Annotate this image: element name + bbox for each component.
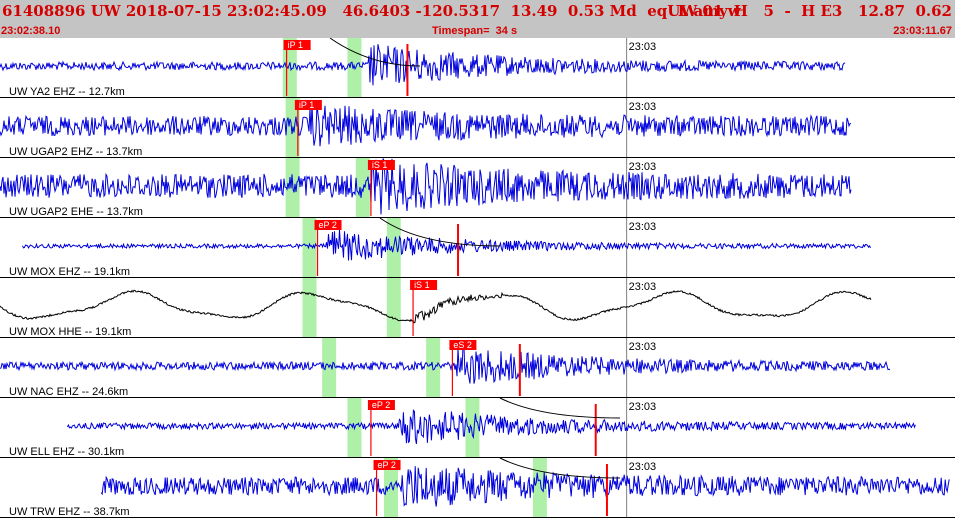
analysis-window-band <box>355 158 370 218</box>
phase-pick-box[interactable] <box>410 280 438 290</box>
phase-pick-box[interactable] <box>449 340 477 350</box>
trace-panel[interactable]: 23:03 iS 1 UW UGAP2 EHE -- 13.7km <box>0 158 955 218</box>
trace-panel[interactable]: 23:03 eP 2 UW ELL EHZ -- 30.1km <box>0 398 955 458</box>
phase-pick-box[interactable] <box>367 400 395 410</box>
waveform-trace <box>100 466 950 507</box>
phase-pick-box[interactable] <box>283 40 311 50</box>
station-label: UW MOX EHZ -- 19.1km <box>9 266 130 278</box>
minute-tick-label: 23:03 <box>629 341 657 353</box>
seismogram-panel[interactable]: 23:03 iP 1 UW YA2 EHZ -- 12.7km 23:03 iP 1 UW… <box>0 38 955 520</box>
trace-panel[interactable]: 23:03 iP 1 UW UGAP2 EHZ -- 13.7km <box>0 98 955 158</box>
analysis-window-band <box>383 458 398 518</box>
phase-pick-label: eP 2 <box>378 460 396 470</box>
phase-pick-label: eP 2 <box>372 400 390 410</box>
analysis-window-band <box>302 218 317 278</box>
minute-tick-label: 23:03 <box>629 221 657 233</box>
coda-decay-curve <box>329 38 421 67</box>
phase-pick-box[interactable] <box>314 220 342 230</box>
phase-pick-label: iP 1 <box>288 40 303 50</box>
waveform-trace <box>0 158 852 215</box>
phase-pick-label: iP 1 <box>299 100 314 110</box>
trace-panel[interactable]: 23:03 iP 1 UW YA2 EHZ -- 12.7km <box>0 38 955 98</box>
trace-panel[interactable]: 23:03 eS 2 UW NAC EHZ -- 24.6km <box>0 338 955 398</box>
theoretical-curves <box>329 38 621 479</box>
trace-panel[interactable]: 23:03 eP 2 UW TRW EHZ -- 38.7km <box>0 458 955 518</box>
event-header: 61408896 UW 2018-07-15 23:02:45.09 46.64… <box>0 0 955 38</box>
coda-decay-curve <box>499 457 621 479</box>
end-time: 23:03:11.67 <box>893 25 952 37</box>
analysis-window-band <box>532 458 547 518</box>
station-label: UW TRW EHZ -- 38.7km <box>9 506 130 518</box>
station-summary: UW 01 H 5 - H E3 12.87 0.62 <box>667 2 952 20</box>
waveform-trace <box>0 344 891 384</box>
coda-decay-curve <box>379 217 501 247</box>
timespan-readout: Timespan= 34 s <box>432 25 518 37</box>
station-label: UW UGAP2 EHZ -- 13.7km <box>9 146 142 158</box>
phase-pick-label: iS 1 <box>372 160 388 170</box>
waveform-trace <box>66 409 916 445</box>
start-time: 23:02:38.10 <box>1 25 61 37</box>
station-label: UW NAC EHZ -- 24.6km <box>9 386 128 398</box>
phase-pick-box[interactable] <box>373 460 401 470</box>
station-label: UW MOX HHE -- 19.1km <box>9 326 131 338</box>
analysis-window-band <box>386 278 401 338</box>
minute-tick-label: 23:03 <box>629 401 657 413</box>
coda-decay-curve <box>499 397 621 419</box>
minute-tick-label: 23:03 <box>629 101 657 113</box>
analysis-window-band <box>465 398 480 458</box>
waveform-trace <box>0 44 846 86</box>
phase-pick-box[interactable] <box>367 160 395 170</box>
station-label: UW UGAP2 EHE -- 13.7km <box>9 206 143 218</box>
phase-pick-label: eP 2 <box>319 220 337 230</box>
station-label: UW YA2 EHZ -- 12.7km <box>9 86 125 98</box>
analysis-window-band <box>302 278 317 338</box>
waveform-trace <box>0 289 872 324</box>
waveform-trace <box>22 229 871 261</box>
trace-panel[interactable]: 23:03 eP 2 UW MOX EHZ -- 19.1km <box>0 218 955 278</box>
waveform-trace <box>0 103 851 147</box>
minute-tick-label: 23:03 <box>629 281 657 293</box>
minute-tick-label: 23:03 <box>629 41 657 53</box>
phase-pick-box[interactable] <box>294 100 322 110</box>
minute-tick-label: 23:03 <box>629 161 657 173</box>
trace-panel[interactable]: 23:03 iS 1 UW MOX HHE -- 19.1km <box>0 278 955 338</box>
minute-tick-label: 23:03 <box>629 461 657 473</box>
station-label: UW ELL EHZ -- 30.1km <box>9 446 124 458</box>
phase-pick-label: eS 2 <box>453 340 472 350</box>
phase-pick-label: iS 1 <box>414 280 430 290</box>
event-info-line: 61408896 UW 2018-07-15 23:02:45.09 46.64… <box>2 2 741 20</box>
